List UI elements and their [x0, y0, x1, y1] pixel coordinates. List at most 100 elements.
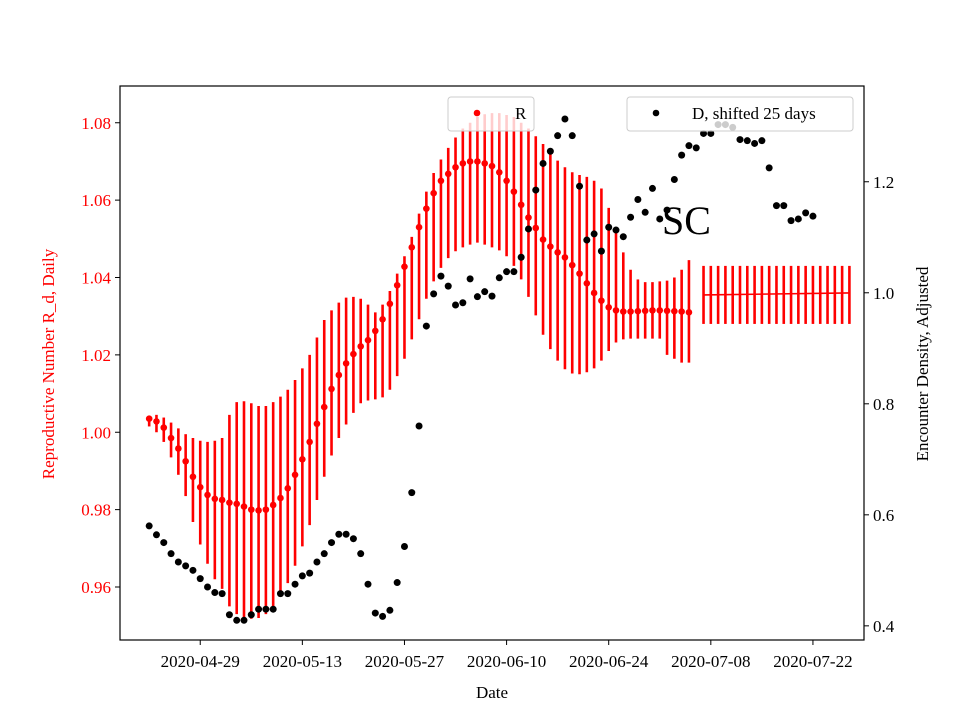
d-point: [211, 589, 219, 597]
axes-layer: 2020-04-29 2020-05-13 2020-05-27 2020-06-10…: [81, 85, 895, 671]
r-point: [481, 160, 489, 167]
r-point: [320, 403, 328, 411]
r-point: [342, 360, 350, 367]
d-point: [393, 579, 401, 587]
r-point: [605, 303, 613, 311]
legend-box-r: [447, 96, 535, 132]
d-point: [802, 209, 810, 217]
r-point: [671, 307, 678, 315]
d-point: [473, 293, 481, 301]
d-point: [167, 550, 175, 558]
d-point: [495, 274, 503, 282]
r-point: [401, 263, 408, 270]
r-point: [189, 473, 197, 481]
d-point: [320, 550, 328, 558]
r-point: [619, 308, 627, 315]
d-point: [335, 530, 343, 538]
r-point: [408, 244, 416, 251]
legend-layer: R D, shifted 25 days: [447, 96, 854, 132]
d-point: [656, 215, 664, 223]
r-point: [284, 485, 292, 492]
r-point: [656, 307, 664, 314]
d-point: [561, 115, 569, 123]
r-point: [444, 170, 452, 178]
legend-marker-d: [652, 109, 660, 117]
y-right-tick-label: 0.8: [873, 395, 894, 414]
y-left-tick-label: 1.00: [81, 423, 111, 442]
r-point: [313, 420, 321, 428]
r-point: [452, 163, 459, 171]
r-point: [547, 243, 554, 250]
r-point: [576, 270, 583, 277]
d-point: [488, 292, 496, 300]
r-point: [371, 327, 379, 335]
d-point: [408, 489, 416, 497]
r-point: [182, 457, 189, 465]
r-point: [568, 261, 576, 269]
legend-label-d: D, shifted 25 days: [692, 104, 816, 123]
d-point: [357, 550, 365, 558]
d-point: [225, 611, 233, 619]
d-point: [313, 558, 321, 566]
d-point: [437, 272, 445, 280]
d-point: [371, 609, 379, 617]
d-point: [670, 176, 678, 184]
r-point: [145, 415, 153, 423]
d-point: [152, 531, 160, 539]
r-point: [357, 343, 365, 350]
d-point: [612, 226, 620, 234]
d-point: [794, 215, 802, 223]
r-point: [539, 236, 547, 243]
r-point: [415, 223, 423, 231]
d-point: [678, 151, 686, 159]
y-right-tick-label: 0.6: [873, 506, 894, 525]
x-tick-label: 2020-07-22: [773, 652, 852, 671]
d-point: [809, 212, 817, 220]
r-point: [495, 168, 503, 176]
r-series-layer: [145, 158, 850, 514]
r-point: [649, 307, 656, 314]
d-point: [758, 137, 766, 145]
r-point: [583, 280, 591, 287]
r-point: [517, 201, 525, 209]
d-point: [780, 202, 788, 210]
x-tick-label: 2020-06-24: [569, 652, 649, 671]
r-point: [503, 177, 510, 185]
r-point: [474, 158, 481, 165]
r-point: [196, 483, 204, 491]
r-point: [423, 205, 430, 212]
d-point: [291, 580, 299, 588]
d-point: [743, 137, 751, 145]
y-axis-left-label: Reproductive Number R_d, Daily: [39, 248, 58, 479]
d-point: [554, 132, 562, 140]
d-point: [466, 275, 474, 283]
d-point: [415, 422, 423, 430]
r-point: [204, 491, 211, 499]
r-point: [678, 308, 685, 315]
r-point: [685, 309, 693, 316]
d-point: [751, 139, 759, 147]
d-point: [546, 147, 554, 155]
d-point: [619, 233, 627, 241]
d-point: [269, 605, 277, 613]
d-point: [700, 129, 708, 137]
r-point: [350, 350, 357, 358]
r-point: [561, 254, 569, 261]
r-point: [218, 496, 226, 504]
r-point: [510, 188, 518, 195]
d-point: [233, 616, 241, 624]
d-point: [663, 206, 671, 214]
d-series-layer: [145, 115, 817, 624]
r-point: [488, 162, 496, 170]
d-point: [641, 208, 649, 216]
d-point: [255, 605, 263, 613]
r-point: [328, 385, 335, 393]
r-point: [211, 495, 219, 503]
y-right-tick-label: 1.2: [873, 173, 894, 192]
d-point: [576, 182, 584, 190]
d-point: [349, 535, 357, 543]
d-point: [342, 530, 350, 538]
d-point: [189, 566, 197, 574]
r-point: [233, 500, 241, 508]
legend-label-r: R: [515, 104, 527, 123]
